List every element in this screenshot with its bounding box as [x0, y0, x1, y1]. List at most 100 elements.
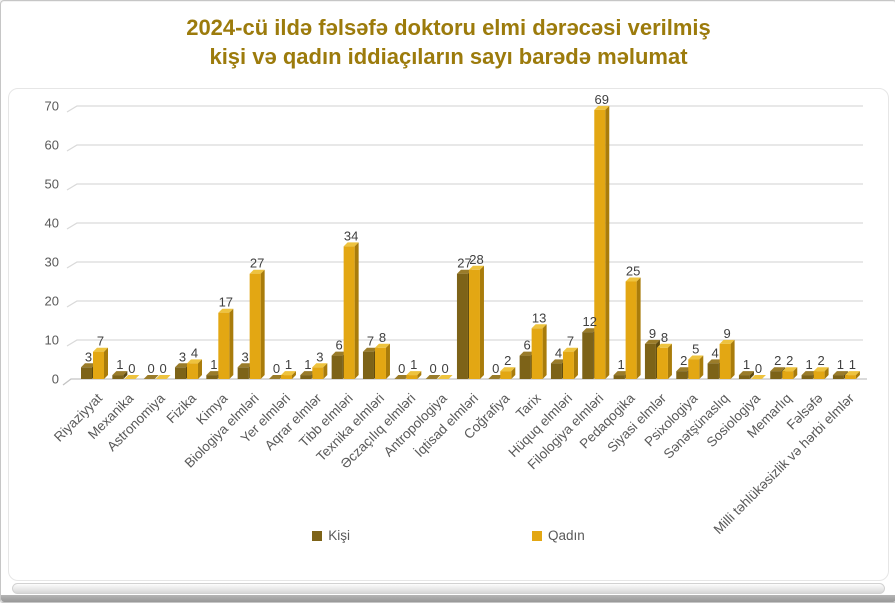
- data-label: 4: [191, 345, 198, 360]
- data-label: 27: [457, 256, 471, 271]
- data-label: 3: [316, 349, 323, 364]
- bar-qadin: [813, 367, 829, 379]
- data-label: 7: [367, 334, 374, 349]
- y-tick-label: 30: [45, 255, 59, 270]
- bar-qadin: [124, 375, 140, 379]
- data-label: 2: [504, 353, 511, 368]
- bar-qadin: [374, 343, 390, 379]
- bar-qadin: [406, 371, 422, 379]
- data-label: 3: [85, 349, 92, 364]
- y-tick-label: 40: [45, 216, 59, 231]
- data-label: 1: [410, 357, 417, 372]
- gridline: [66, 222, 863, 230]
- y-tick-label: 60: [45, 138, 59, 153]
- data-label: 12: [583, 314, 597, 329]
- data-label: 3: [242, 349, 249, 364]
- chart-title-line-2: kişi və qadın iddiaçıların sayı barədə m…: [209, 44, 688, 69]
- bar-qadin: [93, 347, 108, 379]
- chart-title: 2024-cü ildə fəlsəfə doktoru elmi dərəcə…: [1, 13, 895, 71]
- bar-qadin: [186, 359, 202, 379]
- data-label: 1: [617, 357, 624, 372]
- data-label: 1: [304, 357, 311, 372]
- bar-qadin: [844, 371, 860, 379]
- bar-qadin: [531, 324, 547, 379]
- data-label: 2: [680, 353, 687, 368]
- data-label: 17: [219, 295, 233, 310]
- data-label: 0: [128, 361, 135, 376]
- bar-qadin: [719, 339, 735, 379]
- data-label: 5: [692, 342, 699, 357]
- data-label: 0: [442, 361, 449, 376]
- y-tick-label: 70: [45, 99, 59, 114]
- data-label: 8: [661, 330, 668, 345]
- bar-kisi: [112, 371, 128, 379]
- data-label: 1: [210, 357, 217, 372]
- bar-kisi: [268, 375, 284, 379]
- data-label: 7: [97, 334, 104, 349]
- y-tick-label: 50: [45, 177, 59, 192]
- bar-qadin: [312, 363, 328, 379]
- data-label: 34: [344, 228, 358, 243]
- bar-qadin: [437, 375, 453, 379]
- data-label: 9: [723, 326, 730, 341]
- bar-qadin: [280, 371, 296, 379]
- data-label: 1: [849, 357, 856, 372]
- bar-qadin: [782, 367, 798, 379]
- data-label: 9: [649, 326, 656, 341]
- plot-area-frame: [8, 88, 889, 581]
- legend-item-kisi: Kişi: [312, 528, 350, 543]
- bar-kisi: [738, 371, 754, 379]
- data-label: 4: [555, 345, 562, 360]
- data-label: 27: [250, 256, 264, 271]
- data-label: 0: [755, 361, 762, 376]
- bar-kisi: [425, 375, 441, 379]
- x-category-label: Fizika: [164, 390, 200, 426]
- data-label: 0: [160, 361, 167, 376]
- data-label: 1: [743, 357, 750, 372]
- data-label: 1: [837, 357, 844, 372]
- bar-kisi: [143, 375, 159, 379]
- data-label: 6: [524, 338, 531, 353]
- data-label: 69: [595, 92, 609, 107]
- data-label: 7: [567, 334, 574, 349]
- data-label: 1: [285, 357, 292, 372]
- data-label: 28: [469, 252, 483, 267]
- legend-label-qadin: Qadın: [547, 528, 585, 543]
- data-label: 13: [532, 310, 546, 325]
- bar-qadin: [656, 343, 672, 379]
- legend-swatch-qadin: [531, 530, 542, 541]
- data-label: 0: [148, 361, 155, 376]
- bar-qadin: [688, 355, 704, 379]
- window-bottom-edge: [1, 595, 895, 602]
- data-label: 2: [817, 353, 824, 368]
- data-label: 0: [273, 361, 280, 376]
- y-tick-label: 0: [52, 372, 59, 387]
- bar-qadin: [468, 265, 484, 379]
- legend-swatch-kisi: [312, 530, 323, 541]
- data-label: 2: [786, 353, 793, 368]
- gridline: [66, 105, 863, 113]
- bar-qadin: [750, 375, 766, 379]
- y-tick-label: 20: [45, 294, 59, 309]
- data-label: 1: [116, 357, 123, 372]
- data-label: 4: [711, 345, 718, 360]
- data-label: 25: [626, 264, 640, 279]
- data-label: 3: [179, 349, 186, 364]
- x-axis-baseline: [62, 378, 867, 386]
- bar-qadin: [500, 367, 516, 379]
- bar-qadin: [562, 347, 578, 379]
- data-label: 6: [336, 338, 343, 353]
- bar-kisi: [394, 375, 410, 379]
- bar-kisi: [488, 375, 504, 379]
- chart-title-line-1: 2024-cü ildə fəlsəfə doktoru elmi dərəcə…: [186, 15, 711, 40]
- bar-qadin: [594, 105, 610, 380]
- bar-qadin: [155, 375, 171, 379]
- y-tick-label: 10: [45, 333, 59, 348]
- chart-legend: Kişi Qadın: [1, 528, 895, 543]
- data-label: 2: [774, 353, 781, 368]
- bar-qadin: [343, 242, 359, 379]
- legend-label-kisi: Kişi: [328, 528, 350, 543]
- bar-qadin: [218, 308, 234, 379]
